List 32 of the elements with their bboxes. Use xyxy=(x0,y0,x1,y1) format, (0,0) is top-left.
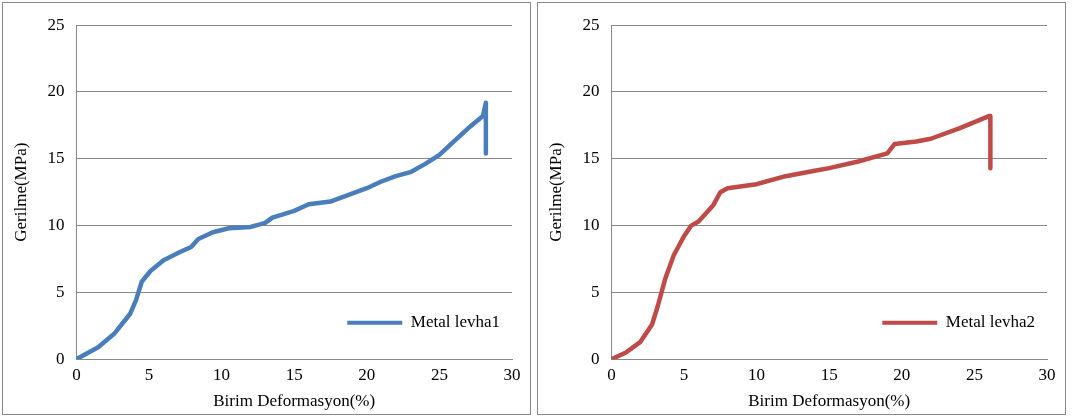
x-tick-label: 10 xyxy=(213,364,231,384)
y-tick-label: 20 xyxy=(582,81,600,101)
x-axis-title: Birim Deformasyon(%) xyxy=(213,391,376,411)
legend-label: Metal levha1 xyxy=(410,312,500,332)
y-axis-title: Gerilme(MPa) xyxy=(10,142,30,242)
y-tick-label: 0 xyxy=(590,348,600,368)
y-tick-label: 15 xyxy=(582,148,600,168)
y-tick-label: 10 xyxy=(582,215,600,235)
x-tick-label: 5 xyxy=(679,364,689,384)
y-tick-label: 25 xyxy=(47,14,65,34)
x-tick-label: 25 xyxy=(430,364,448,384)
x-tick-label: 0 xyxy=(607,364,616,384)
y-tick-label: 5 xyxy=(55,281,65,301)
x-tick-label: 0 xyxy=(72,364,81,384)
x-axis-title: Birim Deformasyon(%) xyxy=(748,391,911,411)
y-tick-label: 0 xyxy=(55,348,65,368)
y-tick-label: 5 xyxy=(590,281,600,301)
x-tick-label: 20 xyxy=(358,364,376,384)
x-tick-label: 10 xyxy=(748,364,766,384)
x-tick-label: 30 xyxy=(1038,364,1056,384)
x-tick-label: 25 xyxy=(965,364,983,384)
x-tick-label: 15 xyxy=(820,364,838,384)
x-tick-label: 20 xyxy=(893,364,911,384)
y-tick-label: 25 xyxy=(582,14,600,34)
x-tick-label: 5 xyxy=(144,364,154,384)
x-tick-label: 15 xyxy=(285,364,303,384)
y-tick-label: 20 xyxy=(47,81,65,101)
y-tick-label: 10 xyxy=(47,215,65,235)
x-tick-label: 30 xyxy=(503,364,521,384)
y-axis-title: Gerilme(MPa) xyxy=(545,142,565,242)
legend-label: Metal levha2 xyxy=(945,312,1035,332)
y-tick-label: 15 xyxy=(47,148,65,168)
